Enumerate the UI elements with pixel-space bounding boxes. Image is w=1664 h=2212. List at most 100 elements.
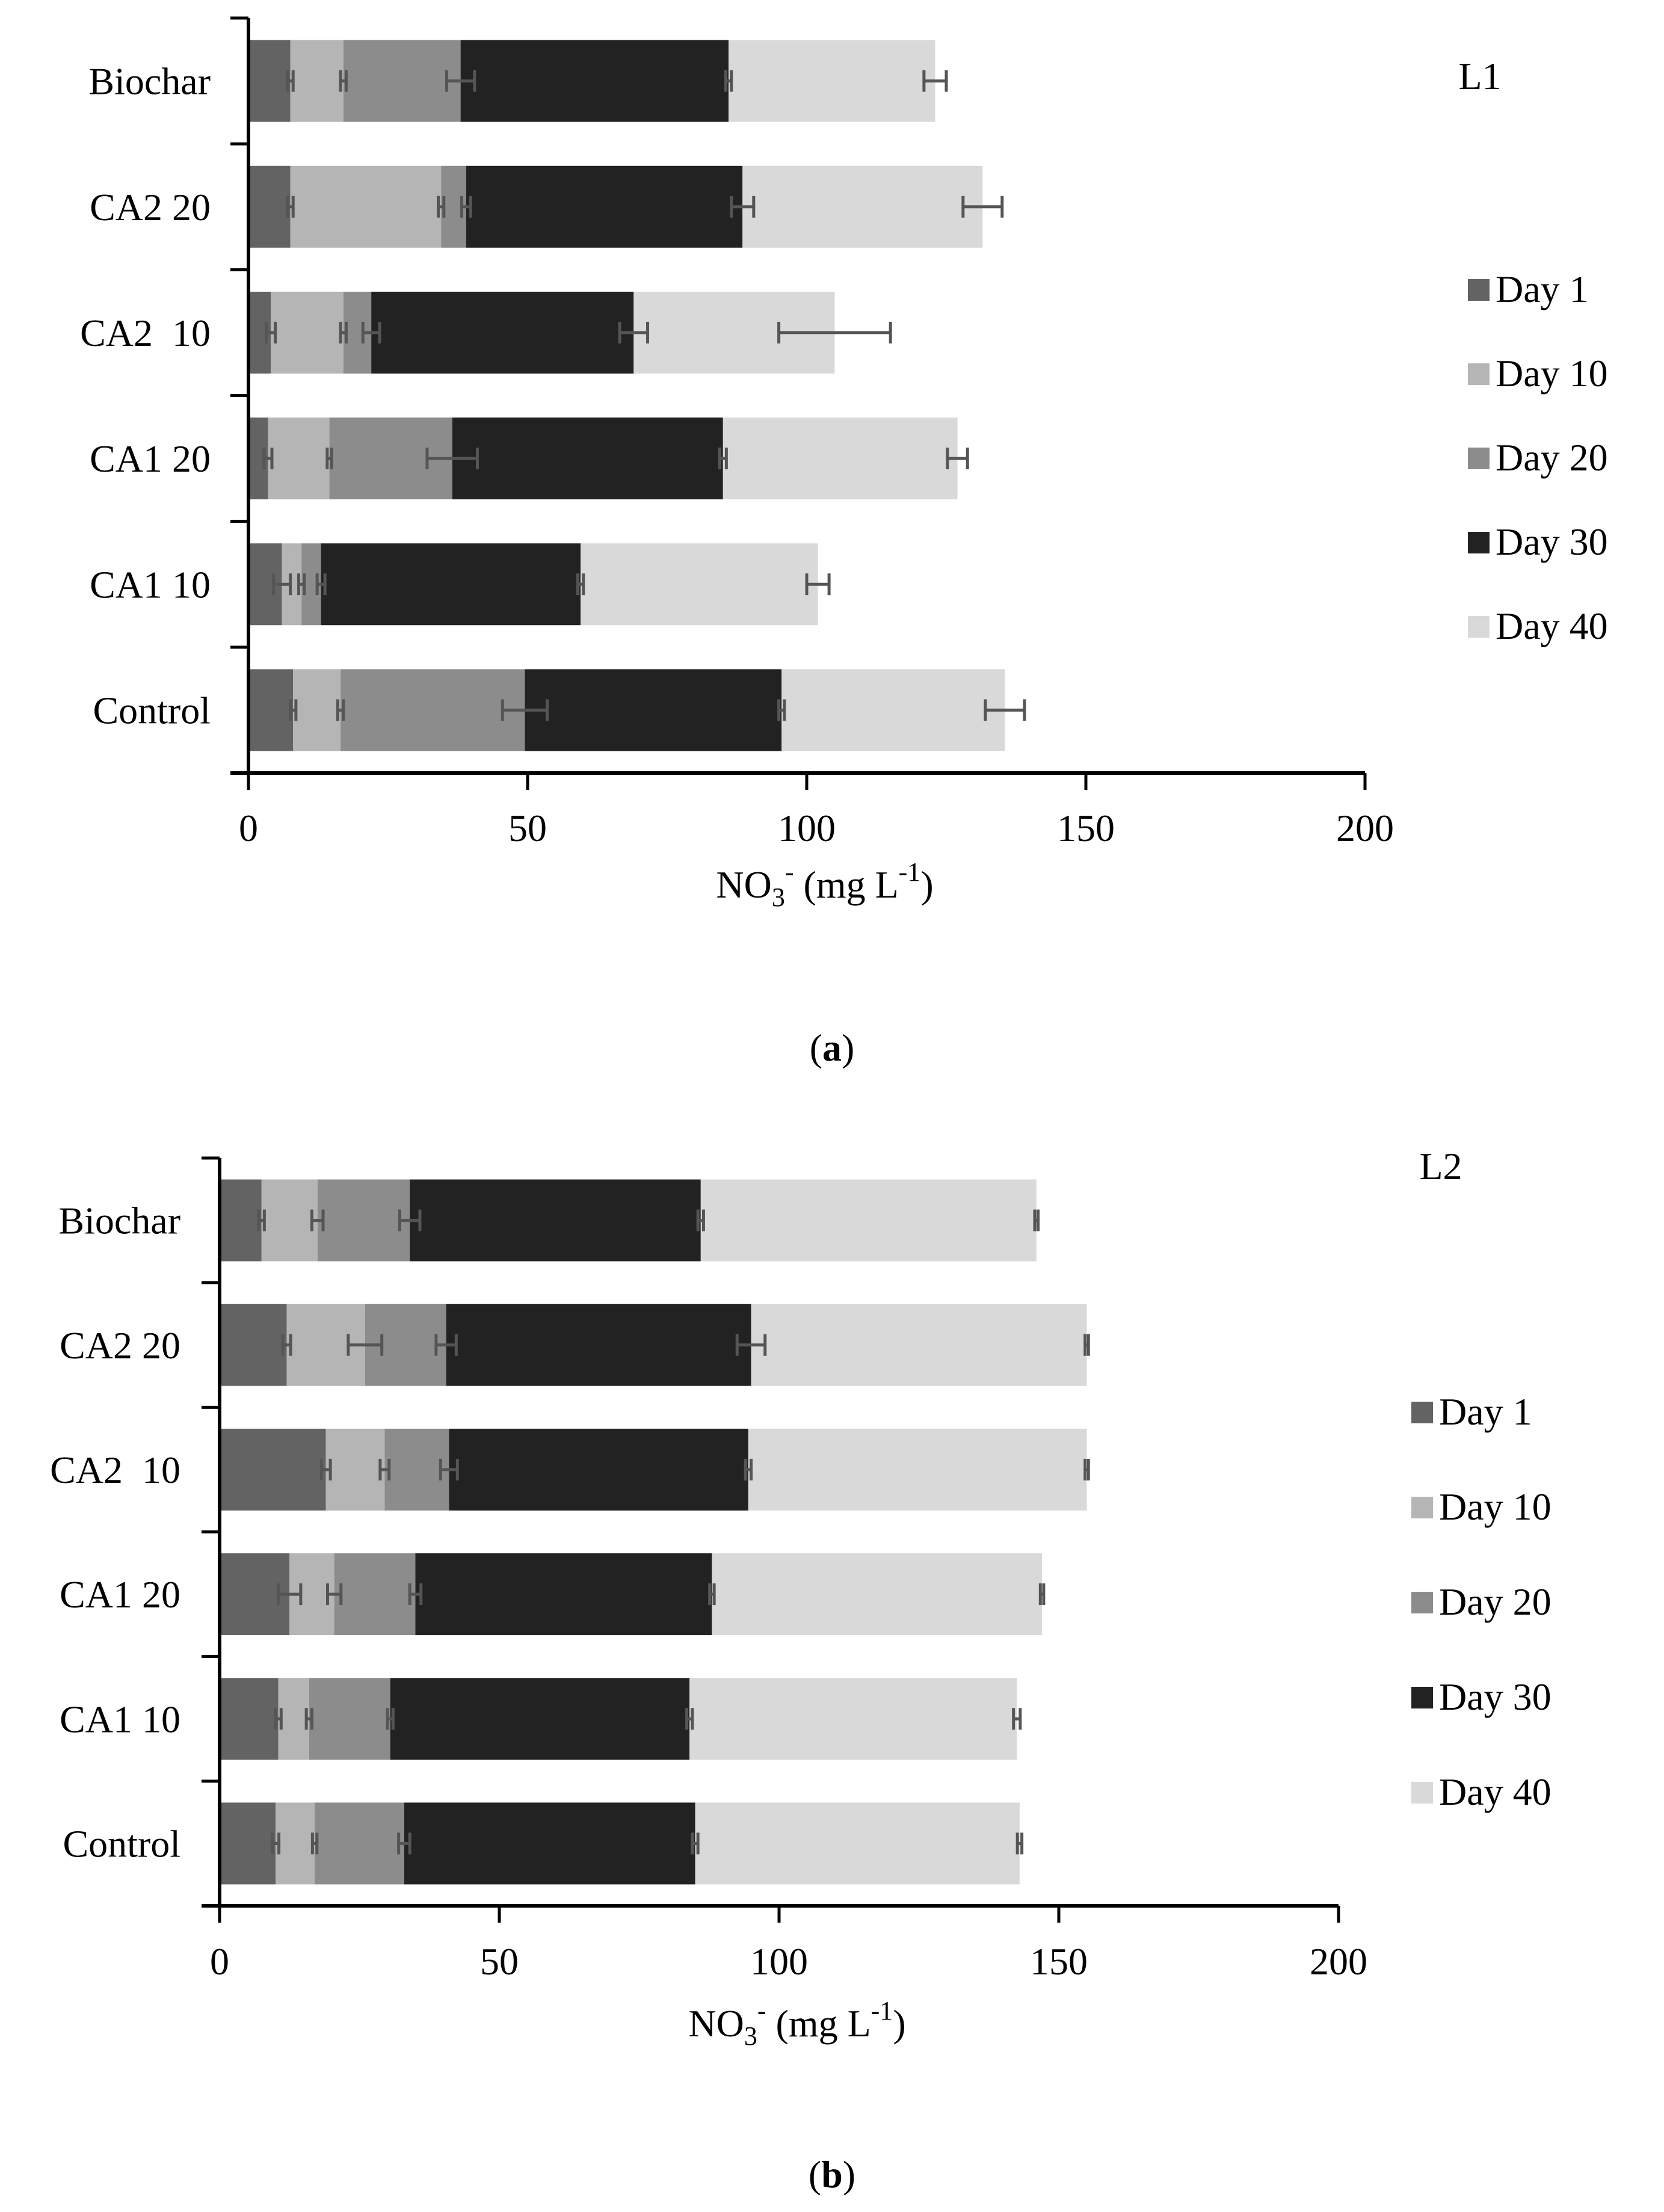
error-bar-day-1-biochar: [286, 70, 295, 92]
error-bar-day-1-ca2-10: [319, 1458, 332, 1480]
bar-day-30-biochar: [460, 40, 729, 122]
error-bar-day-30-ca1-10: [685, 1708, 694, 1730]
chart-panel-a: Biochar CA2 20 CA2 10 CA1 20 CA1 10 Control 0 5…: [80, 16, 1608, 912]
bar-day-20-biochar: [343, 40, 461, 122]
legend-item-day-10: Day 10: [1411, 1485, 1552, 1528]
legend-item-day-20: Day 20: [1468, 436, 1608, 479]
error-bar-day-40-ca1-10: [1012, 1708, 1022, 1730]
legend-swatch: [1411, 1402, 1433, 1423]
x-tick-label: 200: [1336, 807, 1394, 849]
category-label: CA1 20: [90, 437, 211, 480]
bar-day-20-ca1-20: [334, 1553, 416, 1636]
x-tick-label: 100: [750, 1940, 808, 1983]
legend-label: Day 40: [1439, 1770, 1552, 1813]
bar-day-40-ca1-20: [723, 417, 958, 500]
error-bar-day-10-biochar: [339, 70, 348, 92]
bar-day-40-biochar: [729, 40, 935, 122]
error-bar-day-20-biochar: [445, 70, 476, 92]
x-tick-label: 50: [508, 807, 547, 849]
error-bar-day-1-ca1-20: [277, 1583, 303, 1606]
category-label: Control: [93, 689, 211, 732]
bar-day-1-ca2-20: [248, 165, 291, 248]
error-bar-day-10-ca1-10: [297, 573, 306, 596]
error-bar-day-40-ca1-20: [1038, 1583, 1046, 1606]
bar-day-20-control: [341, 669, 525, 751]
bar-day-10-biochar: [261, 1179, 318, 1262]
bar-day-30-ca1-20: [452, 417, 723, 500]
legend-swatch: [1468, 532, 1490, 553]
x-tick-label: 0: [210, 1940, 229, 1983]
bar-day-10-control: [293, 669, 341, 751]
error-bar-day-10-ca1-20: [325, 1583, 343, 1606]
error-bar-day-10-biochar: [310, 1209, 325, 1231]
bar-day-30-ca2-20: [446, 1304, 751, 1386]
bar-day-30-control: [525, 669, 782, 751]
x-tick-label: 150: [1057, 807, 1115, 849]
chart-panel-b: Biochar CA2 20 CA2 10 CA1 20 CA1 10 Control 0 5…: [50, 1145, 1552, 2051]
error-bar-day-1-ca2-20: [286, 196, 295, 218]
error-bar-day-40-control: [984, 699, 1026, 721]
bar-day-10-biochar: [290, 40, 344, 122]
category-label: CA1 10: [60, 1698, 180, 1740]
bar-day-30-control: [404, 1802, 695, 1885]
error-bar-day-1-ca1-20: [262, 448, 274, 470]
bar-day-20-biochar: [317, 1179, 410, 1262]
legend-label: Day 20: [1496, 436, 1608, 479]
bar-day-40-ca2-20: [751, 1304, 1087, 1386]
legend-label: Day 1: [1439, 1390, 1532, 1433]
error-bar-day-20-ca2-20: [434, 1334, 458, 1356]
error-bar-day-30-biochar: [724, 70, 733, 92]
error-bar-day-30-ca2-10: [744, 1458, 753, 1480]
error-bar-day-1-control: [270, 1832, 281, 1855]
legend-swatch: [1468, 279, 1490, 301]
category-label: Control: [63, 1822, 180, 1865]
error-bar-day-30-control: [777, 699, 786, 721]
error-bar-day-10-ca2-10: [378, 1458, 391, 1480]
legend-swatch: [1411, 1592, 1433, 1613]
legend-label: Day 10: [1496, 352, 1608, 395]
error-bar-day-10-ca1-10: [304, 1708, 313, 1730]
bar-day-10-ca1-10: [278, 1678, 309, 1760]
error-bar-day-20-biochar: [398, 1209, 422, 1231]
error-bar-day-1-ca1-10: [274, 1708, 283, 1730]
legend-label: Day 20: [1439, 1580, 1552, 1623]
category-label: CA2 10: [80, 312, 211, 354]
bar-day-30-ca1-20: [415, 1553, 712, 1636]
bar-day-30-biochar: [410, 1179, 701, 1262]
legend-swatch: [1468, 448, 1490, 469]
legend-swatch: [1411, 1687, 1433, 1708]
legend-swatch: [1411, 1497, 1433, 1518]
error-bar-day-40-ca1-10: [805, 573, 831, 596]
error-bar-day-30-ca1-20: [708, 1583, 716, 1606]
legend-label: Day 30: [1496, 520, 1608, 563]
error-bar-day-30-ca2-20: [730, 196, 756, 218]
legend-item-day-40: Day 40: [1411, 1770, 1552, 1813]
error-bar-day-30-ca1-10: [576, 573, 585, 596]
error-bar-day-30-control: [691, 1832, 700, 1855]
x-tick-label: 50: [480, 1940, 519, 1983]
error-bar-day-1-control: [289, 699, 298, 721]
legend-swatch: [1411, 1782, 1433, 1804]
category-label: CA2 20: [90, 186, 211, 229]
x-tick-label: 100: [778, 807, 836, 849]
error-bar-day-10-control: [310, 1832, 319, 1855]
legend-label: Day 40: [1496, 605, 1608, 647]
bar-day-1-biochar: [248, 40, 291, 122]
chart-title: L2: [1419, 1145, 1462, 1188]
error-bar-day-10-control: [336, 699, 345, 721]
error-bar-day-40-biochar: [922, 70, 948, 92]
error-bar-day-20-ca2-10: [439, 1458, 459, 1480]
legend-item-day-1: Day 1: [1411, 1390, 1532, 1433]
bar-day-30-ca2-10: [371, 291, 634, 374]
bar-day-40-ca1-10: [689, 1678, 1017, 1760]
error-bar-day-1-ca1-10: [272, 573, 292, 596]
bar-day-10-ca2-20: [290, 165, 442, 248]
error-bar-day-10-ca1-20: [325, 448, 333, 470]
bar-day-40-control: [781, 669, 1005, 751]
legend-swatch: [1468, 616, 1490, 638]
error-bar-day-1-ca2-10: [265, 321, 277, 344]
error-bar-day-20-control: [501, 699, 549, 721]
error-bar-day-40-control: [1015, 1832, 1024, 1855]
bar-day-1-ca2-20: [220, 1304, 287, 1386]
